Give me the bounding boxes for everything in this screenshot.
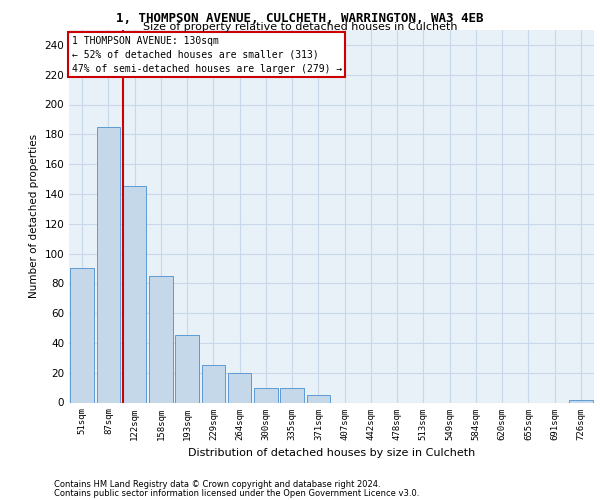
Bar	[280, 388, 304, 402]
Text: 1, THOMPSON AVENUE, CULCHETH, WARRINGTON, WA3 4EB: 1, THOMPSON AVENUE, CULCHETH, WARRINGTON…	[116, 12, 484, 24]
Bar	[70, 268, 94, 402]
X-axis label: Distribution of detached houses by size in Culcheth: Distribution of detached houses by size …	[188, 448, 475, 458]
Bar	[175, 336, 199, 402]
Text: Contains HM Land Registry data © Crown copyright and database right 2024.: Contains HM Land Registry data © Crown c…	[54, 480, 380, 489]
Bar	[254, 388, 278, 402]
Text: 1 THOMPSON AVENUE: 130sqm
← 52% of detached houses are smaller (313)
47% of semi: 1 THOMPSON AVENUE: 130sqm ← 52% of detac…	[71, 36, 342, 74]
Text: Contains public sector information licensed under the Open Government Licence v3: Contains public sector information licen…	[54, 488, 419, 498]
Y-axis label: Number of detached properties: Number of detached properties	[29, 134, 39, 298]
Bar	[202, 365, 225, 403]
Bar	[123, 186, 146, 402]
Bar	[307, 395, 330, 402]
Bar	[228, 372, 251, 402]
Bar	[97, 127, 120, 402]
Text: Size of property relative to detached houses in Culcheth: Size of property relative to detached ho…	[143, 22, 457, 32]
Bar	[569, 400, 593, 402]
Bar	[149, 276, 173, 402]
